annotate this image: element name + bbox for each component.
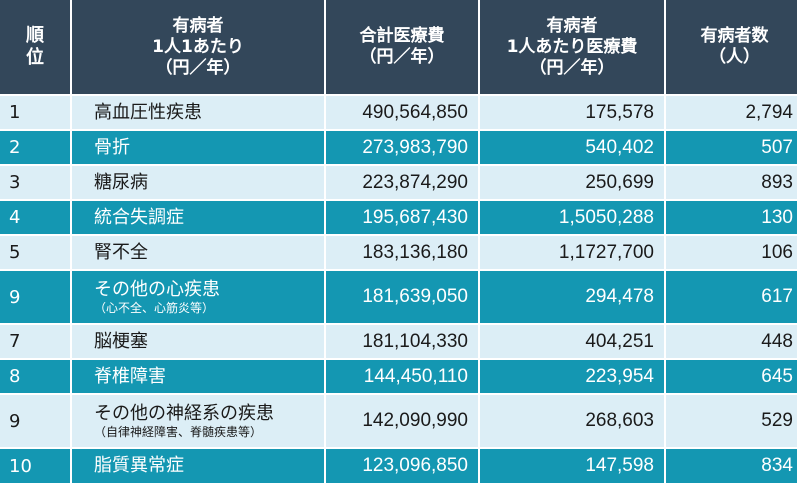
row-rank: 2 — [0, 131, 70, 164]
row-total-cost: 142,090,990 — [326, 395, 478, 447]
row-rank: 7 — [0, 325, 70, 358]
header-per-patient-total-line-3: （円／年） — [155, 57, 241, 78]
row-rank: 8 — [0, 360, 70, 393]
header-per-patient-total: 有病者 1人1あたり （円／年） — [72, 0, 324, 94]
row-rank: 1 — [0, 96, 70, 129]
row-rank: 9 — [0, 395, 70, 447]
row-total-cost: 223,874,290 — [326, 166, 478, 199]
row-total-cost: 181,104,330 — [326, 325, 478, 358]
row-patient-count: 130 — [666, 201, 797, 234]
header-rank-line-1: 順 — [26, 25, 44, 46]
row-disease-name: 統合失調症 — [72, 201, 324, 234]
header-per-patient-cost-line-2: 1人あたり医療費 — [506, 36, 638, 57]
row-total-cost: 181,639,050 — [326, 271, 478, 323]
row-per-patient-cost: 1,5050,288 — [480, 201, 664, 234]
header-per-patient-cost-line-3: （円／年） — [529, 57, 615, 78]
row-rank: 4 — [0, 201, 70, 234]
row-rank: 5 — [0, 236, 70, 269]
row-patient-count: 645 — [666, 360, 797, 393]
row-patient-count: 834 — [666, 449, 797, 483]
row-per-patient-cost: 1,1727,700 — [480, 236, 664, 269]
row-patient-count: 617 — [666, 271, 797, 323]
disease-name: 骨折 — [94, 136, 130, 158]
disease-name: 脳梗塞 — [94, 330, 148, 352]
disease-name: 脊椎障害 — [94, 365, 166, 387]
header-per-patient-total-line-2: 1人1あたり — [152, 36, 244, 57]
row-total-cost: 195,687,430 — [326, 201, 478, 234]
header-total-cost: 合計医療費 （円／年） — [326, 0, 478, 94]
row-disease-name: その他の神経系の疾患 （自律神経障害、脊髄疾患等） — [72, 395, 324, 447]
row-disease-name: 脂質異常症 — [72, 449, 324, 483]
disease-name: 脂質異常症 — [94, 455, 184, 476]
row-total-cost: 144,450,110 — [326, 360, 478, 393]
disease-subnote: （自律神経障害、脊髄疾患等） — [94, 424, 263, 439]
row-patient-count: 448 — [666, 325, 797, 358]
header-patients-line-2: （人） — [709, 47, 760, 67]
row-disease-name: 脊椎障害 — [72, 360, 324, 393]
disease-name: その他の神経系の疾患 — [94, 402, 274, 424]
row-disease-name: その他の心疾患 （心不全、心筋炎等） — [72, 271, 324, 323]
disease-name: 統合失調症 — [94, 206, 184, 228]
disease-subnote: （心不全、心筋炎等） — [94, 300, 215, 315]
row-disease-name: 高血圧性疾患 — [72, 96, 324, 129]
row-per-patient-cost: 147,598 — [480, 449, 664, 483]
row-per-patient-cost: 175,578 — [480, 96, 664, 129]
disease-name: 糖尿病 — [94, 171, 148, 193]
row-disease-name: 骨折 — [72, 131, 324, 164]
row-per-patient-cost: 268,603 — [480, 395, 664, 447]
row-rank: 9 — [0, 271, 70, 323]
header-per-patient-cost-line-1: 有病者 — [546, 15, 598, 36]
row-disease-name: 糖尿病 — [72, 166, 324, 199]
row-patient-count: 507 — [666, 131, 797, 164]
header-total-cost-line-1: 合計医療費 — [359, 26, 445, 46]
row-per-patient-cost: 540,402 — [480, 131, 664, 164]
row-total-cost: 490,564,850 — [326, 96, 478, 129]
row-per-patient-cost: 223,954 — [480, 360, 664, 393]
header-rank: 順 位 — [0, 0, 70, 94]
row-per-patient-cost: 404,251 — [480, 325, 664, 358]
row-patient-count: 106 — [666, 236, 797, 269]
disease-name: 高血圧性疾患 — [94, 101, 202, 123]
row-per-patient-cost: 250,699 — [480, 166, 664, 199]
row-per-patient-cost: 294,478 — [480, 271, 664, 323]
header-per-patient-total-line-1: 有病者 — [172, 15, 224, 36]
disease-name: 腎不全 — [94, 241, 148, 263]
row-patient-count: 893 — [666, 166, 797, 199]
row-total-cost: 183,136,180 — [326, 236, 478, 269]
row-total-cost: 123,096,850 — [326, 449, 478, 483]
header-total-cost-line-2: （円／年） — [359, 47, 445, 67]
row-total-cost: 273,983,790 — [326, 131, 478, 164]
row-patient-count: 529 — [666, 395, 797, 447]
header-patients: 有病者数 （人） — [666, 0, 797, 94]
header-per-patient-cost: 有病者 1人あたり医療費 （円／年） — [480, 0, 664, 94]
row-disease-name: 腎不全 — [72, 236, 324, 269]
row-rank: 3 — [0, 166, 70, 199]
row-patient-count: 2,794 — [666, 96, 797, 129]
header-rank-line-2: 位 — [26, 47, 44, 68]
disease-name: その他の心疾患 — [94, 278, 220, 300]
header-patients-line-1: 有病者数 — [700, 26, 769, 46]
row-rank: 10 — [0, 449, 70, 483]
row-disease-name: 脳梗塞 — [72, 325, 324, 358]
